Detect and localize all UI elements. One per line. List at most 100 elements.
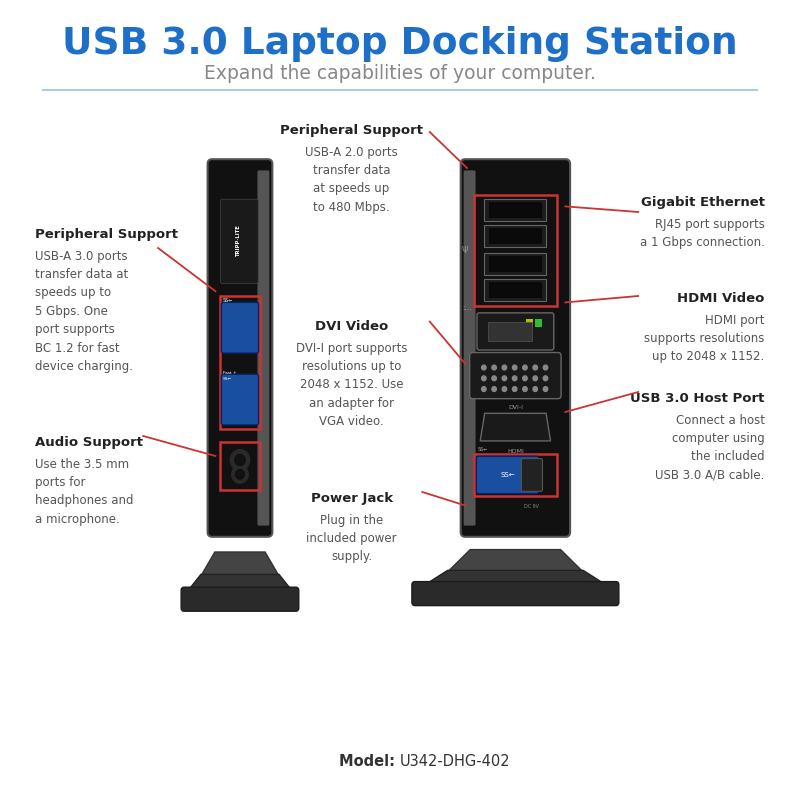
- Text: a microphone.: a microphone.: [35, 513, 120, 526]
- FancyBboxPatch shape: [470, 353, 561, 398]
- Text: ports for: ports for: [35, 476, 86, 489]
- Bar: [489, 257, 542, 272]
- Bar: [485, 254, 546, 275]
- Text: USB 3.0 A/B cable.: USB 3.0 A/B cable.: [655, 469, 765, 482]
- Circle shape: [522, 376, 527, 381]
- Bar: [474, 195, 557, 306]
- Text: HDMI: HDMI: [507, 449, 524, 454]
- Text: Power Jack: Power Jack: [310, 492, 393, 505]
- Bar: [220, 442, 260, 490]
- Circle shape: [502, 376, 506, 381]
- Circle shape: [502, 365, 506, 370]
- Text: VGA video.: VGA video.: [319, 415, 384, 428]
- Bar: [474, 454, 557, 496]
- Text: :…: :…: [462, 306, 472, 311]
- Text: Gigabit Ethernet: Gigabit Ethernet: [641, 196, 765, 209]
- Circle shape: [502, 386, 506, 391]
- FancyBboxPatch shape: [207, 159, 272, 537]
- Text: SS←: SS←: [223, 378, 232, 382]
- Text: port supports: port supports: [35, 323, 115, 336]
- Circle shape: [492, 376, 496, 381]
- Text: to 480 Mbps.: to 480 Mbps.: [314, 201, 390, 214]
- Text: Peripheral Support: Peripheral Support: [280, 124, 423, 137]
- Text: Ψ: Ψ: [462, 246, 468, 255]
- FancyBboxPatch shape: [222, 302, 258, 353]
- Text: supports resolutions: supports resolutions: [644, 332, 765, 345]
- FancyBboxPatch shape: [477, 456, 538, 494]
- Text: up to 2048 x 1152.: up to 2048 x 1152.: [653, 350, 765, 363]
- Text: the included: the included: [691, 450, 765, 463]
- Text: headphones and: headphones and: [35, 494, 134, 507]
- Text: RJ45 port supports: RJ45 port supports: [655, 218, 765, 230]
- Circle shape: [492, 365, 496, 370]
- Text: at speeds up: at speeds up: [314, 182, 390, 195]
- Text: device charging.: device charging.: [35, 360, 134, 373]
- Circle shape: [492, 386, 496, 391]
- Text: BC 1.2 for fast: BC 1.2 for fast: [35, 342, 120, 354]
- Bar: [526, 319, 533, 326]
- Text: USB-A 3.0 ports: USB-A 3.0 ports: [35, 250, 128, 262]
- Text: transfer data at: transfer data at: [35, 268, 129, 281]
- FancyBboxPatch shape: [258, 170, 270, 526]
- Bar: [485, 199, 546, 221]
- Text: included power: included power: [306, 532, 397, 545]
- FancyBboxPatch shape: [461, 159, 570, 537]
- Circle shape: [543, 376, 548, 381]
- Text: U342-DHG-402: U342-DHG-402: [400, 754, 510, 769]
- FancyBboxPatch shape: [412, 582, 619, 606]
- Text: Use the 3.5 mm: Use the 3.5 mm: [35, 458, 130, 470]
- FancyBboxPatch shape: [522, 458, 542, 491]
- Polygon shape: [187, 574, 293, 592]
- FancyBboxPatch shape: [477, 313, 554, 350]
- Text: Connect a host: Connect a host: [676, 414, 765, 426]
- Bar: [485, 226, 546, 246]
- Text: TRIPP·LITE: TRIPP·LITE: [236, 226, 241, 258]
- Text: Plug in the: Plug in the: [320, 514, 383, 526]
- Text: HDMI port: HDMI port: [706, 314, 765, 326]
- Text: resolutions up to: resolutions up to: [302, 360, 402, 373]
- Text: USB 3.0 Host Port: USB 3.0 Host Port: [630, 392, 765, 405]
- Circle shape: [533, 386, 538, 391]
- Circle shape: [235, 470, 245, 479]
- Text: DVI-I port supports: DVI-I port supports: [296, 342, 407, 354]
- Text: Fast ⚡: Fast ⚡: [223, 371, 236, 375]
- Circle shape: [533, 365, 538, 370]
- Circle shape: [522, 386, 527, 391]
- Polygon shape: [447, 550, 583, 572]
- FancyBboxPatch shape: [464, 170, 475, 526]
- Polygon shape: [201, 552, 279, 576]
- Text: Peripheral Support: Peripheral Support: [35, 228, 178, 241]
- Text: a 1 Gbps connection.: a 1 Gbps connection.: [640, 236, 765, 249]
- Circle shape: [232, 466, 248, 483]
- Circle shape: [543, 365, 548, 370]
- Circle shape: [513, 365, 517, 370]
- Bar: [220, 297, 260, 429]
- Text: 5 Gbps. One: 5 Gbps. One: [35, 305, 108, 318]
- FancyBboxPatch shape: [222, 374, 258, 425]
- Circle shape: [513, 376, 517, 381]
- Text: computer using: computer using: [672, 432, 765, 445]
- Circle shape: [543, 386, 548, 391]
- Text: HDMI Video: HDMI Video: [678, 292, 765, 305]
- Bar: [489, 282, 542, 298]
- Bar: [489, 229, 542, 243]
- Text: USB 3.0 Laptop Docking Station: USB 3.0 Laptop Docking Station: [62, 26, 738, 62]
- Text: supply.: supply.: [331, 550, 372, 563]
- Text: 2048 x 1152. Use: 2048 x 1152. Use: [300, 378, 403, 391]
- Text: an adapter for: an adapter for: [309, 397, 394, 410]
- Text: DVI Video: DVI Video: [315, 320, 388, 333]
- Polygon shape: [480, 414, 550, 441]
- Text: speeds up to: speeds up to: [35, 286, 111, 299]
- Text: Audio Support: Audio Support: [35, 436, 143, 449]
- Text: Model:: Model:: [339, 754, 400, 769]
- Text: SS←: SS←: [500, 472, 514, 478]
- Circle shape: [533, 376, 538, 381]
- Text: SS←: SS←: [223, 298, 234, 303]
- Circle shape: [234, 454, 245, 466]
- Text: SS←: SS←: [477, 447, 487, 452]
- Text: DC 9V: DC 9V: [524, 504, 539, 509]
- Text: Expand the capabilities of your computer.: Expand the capabilities of your computer…: [204, 64, 596, 83]
- Circle shape: [482, 365, 486, 370]
- Polygon shape: [422, 570, 608, 586]
- Circle shape: [482, 386, 486, 391]
